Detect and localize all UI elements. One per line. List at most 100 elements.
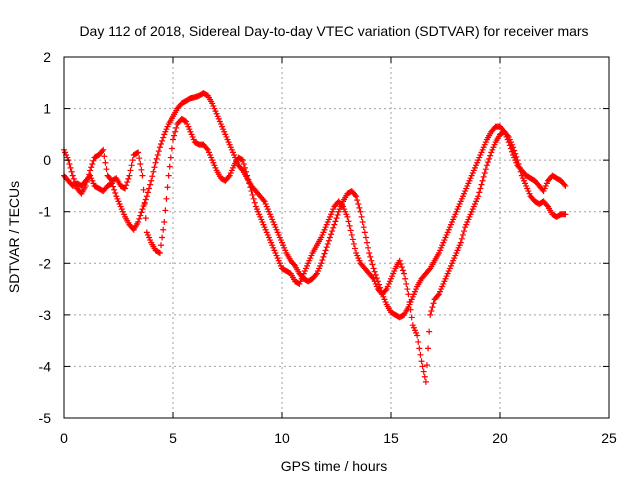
data-point xyxy=(244,172,251,179)
data-point xyxy=(154,151,161,158)
data-point xyxy=(165,172,172,179)
data-point xyxy=(124,179,131,186)
data-point xyxy=(238,166,245,173)
data-point xyxy=(421,373,428,380)
data-point xyxy=(318,260,325,267)
x-tick-label: 15 xyxy=(383,430,399,446)
data-point xyxy=(402,275,409,282)
data-point xyxy=(511,147,518,154)
data-point xyxy=(347,227,354,234)
data-point xyxy=(127,167,134,174)
data-point xyxy=(241,164,248,171)
data-point xyxy=(457,239,464,246)
data-point xyxy=(357,208,364,215)
data-point xyxy=(361,229,368,236)
data-point xyxy=(485,159,492,166)
data-point xyxy=(355,200,362,207)
data-point xyxy=(147,181,154,188)
data-point xyxy=(371,268,378,275)
series-track-b xyxy=(61,115,569,385)
data-point xyxy=(146,185,153,192)
data-point xyxy=(69,172,76,179)
data-point xyxy=(164,184,171,191)
data-point xyxy=(238,156,245,163)
data-point xyxy=(350,240,357,247)
data-point xyxy=(103,166,110,173)
data-point xyxy=(137,212,144,219)
data-point xyxy=(331,221,338,228)
data-point xyxy=(434,292,441,299)
data-point xyxy=(408,314,415,321)
data-point xyxy=(370,265,377,272)
data-point xyxy=(562,182,569,189)
data-point xyxy=(329,228,336,235)
data-point xyxy=(477,185,484,192)
data-point xyxy=(83,179,90,186)
data-point xyxy=(123,182,130,189)
data-point xyxy=(160,134,167,141)
data-point xyxy=(406,298,413,305)
data-point xyxy=(322,247,329,254)
data-point xyxy=(487,152,494,159)
data-point xyxy=(345,218,352,225)
data-point xyxy=(149,173,156,180)
x-axis-label: GPS time / hours xyxy=(281,458,388,474)
data-point xyxy=(360,224,367,231)
data-point xyxy=(353,193,360,200)
x-tick-label: 10 xyxy=(274,430,290,446)
data-point xyxy=(422,378,429,385)
data-point xyxy=(321,250,328,257)
axis-ticks xyxy=(63,56,610,419)
data-point xyxy=(425,345,432,352)
data-point xyxy=(158,141,165,148)
data-point xyxy=(290,261,297,268)
data-point xyxy=(362,234,369,241)
data-point xyxy=(161,219,168,226)
data-point xyxy=(325,237,332,244)
data-point xyxy=(245,176,252,183)
data-point xyxy=(367,253,374,260)
data-point xyxy=(150,168,157,175)
data-point xyxy=(427,311,434,318)
data-point xyxy=(87,167,94,174)
y-tick-label: -3 xyxy=(39,307,52,323)
data-point xyxy=(243,168,250,175)
data-point xyxy=(320,253,327,260)
data-point xyxy=(151,164,158,171)
data-point xyxy=(125,175,132,182)
data-point xyxy=(458,235,465,242)
data-point xyxy=(366,249,373,256)
data-point xyxy=(142,196,149,203)
data-point xyxy=(225,173,232,180)
data-point xyxy=(334,211,341,218)
x-tick-label: 0 xyxy=(60,430,68,446)
data-point xyxy=(404,286,411,293)
data-point xyxy=(561,181,568,188)
data-point xyxy=(429,304,436,311)
data-point xyxy=(365,244,372,251)
y-tick-label: 2 xyxy=(43,49,51,65)
data-point xyxy=(510,144,517,151)
data-point xyxy=(156,144,163,151)
y-tick-label: -1 xyxy=(39,204,52,220)
data-point xyxy=(478,181,485,188)
data-point xyxy=(166,163,173,170)
data-point xyxy=(250,195,257,202)
data-point xyxy=(159,234,166,241)
data-point xyxy=(110,183,117,190)
y-axis-label: SDTVAR / TECUs xyxy=(6,181,22,293)
data-point xyxy=(401,270,408,277)
data-point xyxy=(100,146,107,153)
data-point xyxy=(135,219,142,226)
data-point xyxy=(128,162,135,169)
data-point xyxy=(328,231,335,238)
data-point xyxy=(326,234,333,241)
data-point xyxy=(99,148,106,155)
data-point xyxy=(483,162,490,169)
data-point xyxy=(480,173,487,180)
data-point xyxy=(423,362,430,369)
y-tick-label: -5 xyxy=(39,410,52,426)
data-point xyxy=(517,168,524,175)
data-point xyxy=(251,199,258,206)
